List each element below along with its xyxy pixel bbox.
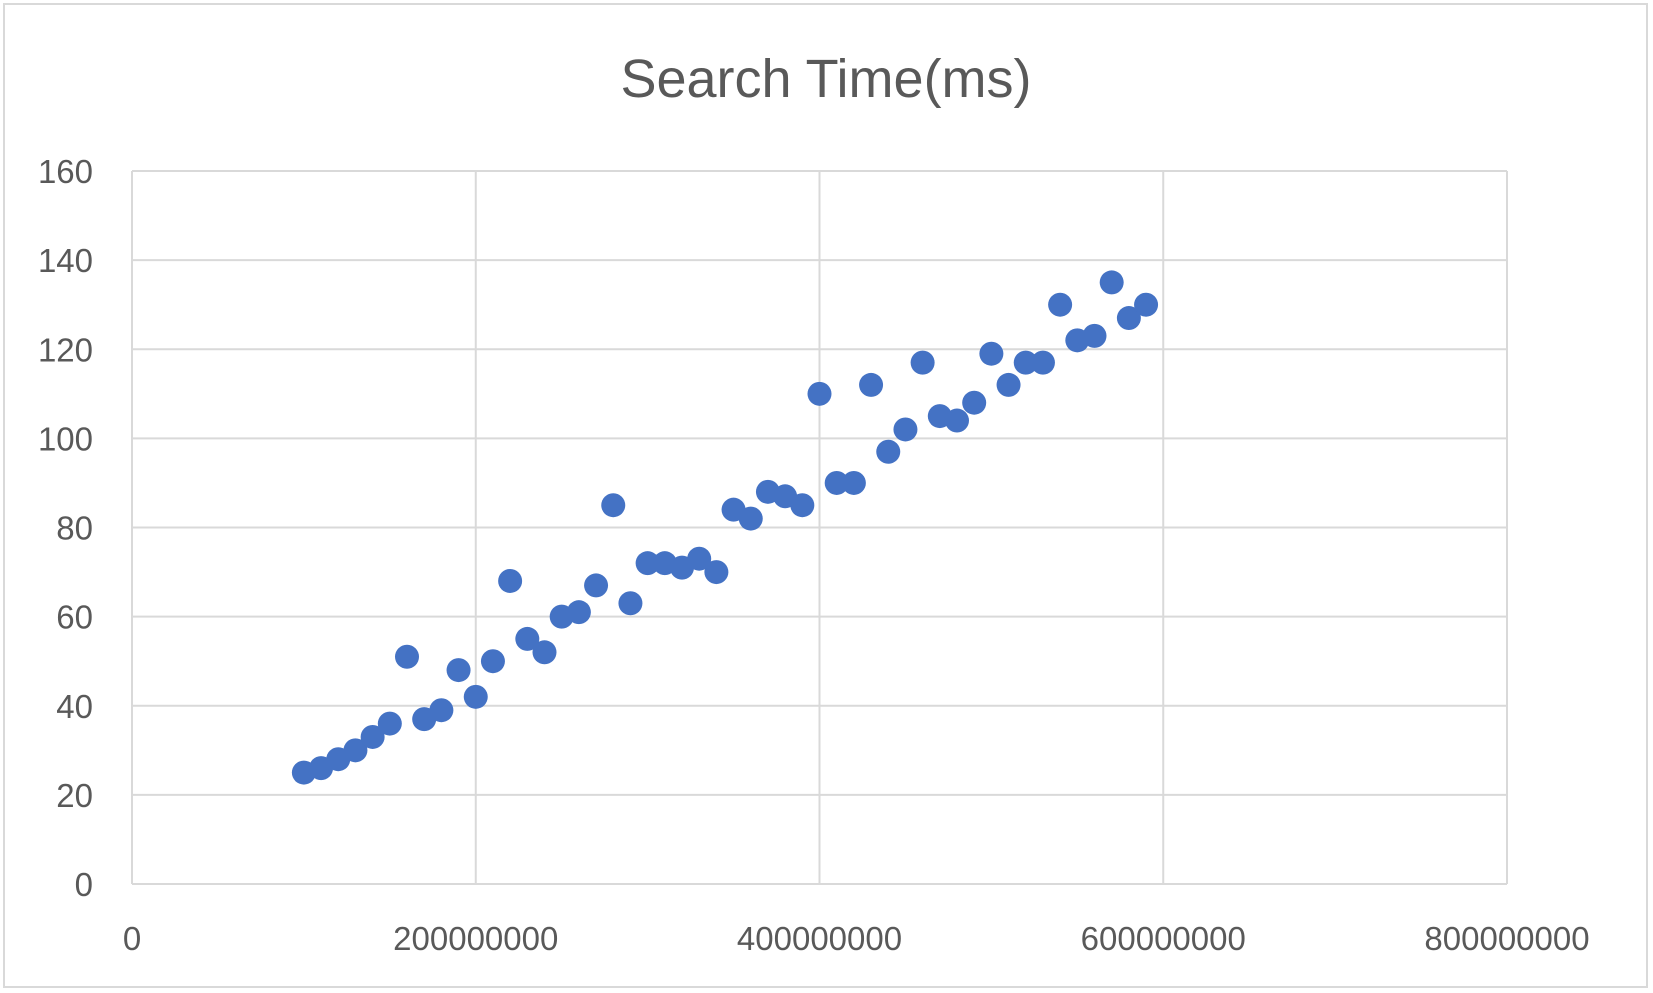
y-tick-label: 40 <box>56 688 93 725</box>
scatter-point <box>790 493 815 518</box>
scatter-point <box>480 649 505 674</box>
scatter-point <box>824 470 849 495</box>
scatter-point <box>377 711 402 736</box>
scatter-point <box>962 390 987 415</box>
x-tick-label: 400000000 <box>737 920 902 957</box>
scatter-point <box>618 591 643 616</box>
y-tick-label: 100 <box>38 420 93 457</box>
scatter-point <box>601 493 626 518</box>
scatter-point <box>893 417 918 442</box>
chart-title: Search Time(ms) <box>620 49 1031 109</box>
scatter-point <box>910 350 935 375</box>
scatter-point <box>807 381 832 406</box>
scatter-point <box>687 546 712 571</box>
x-tick-label: 200000000 <box>393 920 558 957</box>
y-tick-label: 120 <box>38 331 93 368</box>
scatter-point <box>429 698 454 723</box>
scatter-point <box>1048 292 1073 317</box>
scatter-point <box>841 470 866 495</box>
scatter-point <box>704 560 729 585</box>
scatter-point <box>343 738 368 763</box>
scatter-point <box>463 684 488 709</box>
x-tick-label: 800000000 <box>1424 920 1589 957</box>
scatter-point <box>532 640 557 665</box>
y-tick-label: 60 <box>56 599 93 636</box>
scatter-point <box>395 644 419 669</box>
scatter-point <box>876 439 901 464</box>
scatter-point <box>584 573 609 598</box>
scatter-point <box>979 341 1004 366</box>
x-tick-labels: 0 200000000 400000000 600000000 800000000 <box>123 920 1590 957</box>
scatter-point <box>515 626 540 651</box>
y-tick-label: 80 <box>56 510 93 547</box>
scatter-point <box>945 408 969 433</box>
x-tick-label: 600000000 <box>1081 920 1246 957</box>
scatter-point <box>360 724 385 749</box>
y-tick-labels: 0 20 40 60 80 100 120 140 160 <box>38 153 93 903</box>
y-tick-label: 20 <box>56 777 93 814</box>
scatter-point <box>1013 350 1038 375</box>
data-points <box>291 270 1159 785</box>
x-tick-label: 0 <box>123 920 141 957</box>
scatter-point <box>859 372 884 397</box>
grid-lines <box>132 170 1508 884</box>
scatter-point <box>1030 350 1055 375</box>
chart-frame <box>3 3 1648 988</box>
y-tick-label: 160 <box>38 153 93 190</box>
y-tick-label: 0 <box>75 866 93 903</box>
scatter-point <box>1082 323 1107 348</box>
scatter-point <box>996 372 1021 397</box>
scatter-point <box>1099 270 1124 295</box>
scatter-point <box>635 551 660 576</box>
scatter-point <box>498 568 523 593</box>
scatter-point <box>446 658 471 683</box>
scatter-point <box>566 600 591 625</box>
scatter-point <box>1134 292 1159 317</box>
scatter-point <box>1116 306 1141 331</box>
axes <box>131 171 1507 885</box>
y-tick-label: 140 <box>38 242 93 279</box>
scatter-point <box>738 506 763 531</box>
